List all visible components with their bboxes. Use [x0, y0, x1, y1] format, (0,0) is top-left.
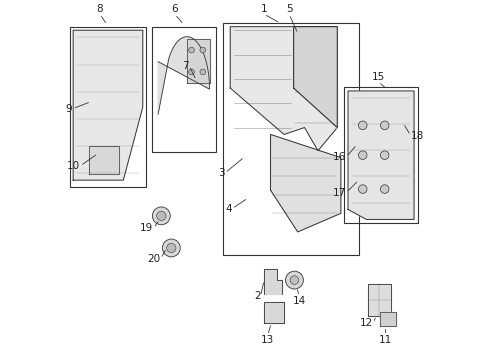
Circle shape — [285, 271, 303, 289]
Circle shape — [358, 185, 366, 193]
Circle shape — [200, 69, 205, 75]
Text: 4: 4 — [225, 204, 231, 214]
Circle shape — [380, 185, 388, 193]
Text: 18: 18 — [409, 131, 423, 140]
Polygon shape — [264, 269, 282, 294]
Text: 14: 14 — [293, 296, 306, 306]
Bar — [69, 27, 146, 187]
Bar — [223, 23, 358, 255]
Text: 16: 16 — [332, 152, 346, 162]
Circle shape — [200, 47, 205, 53]
Polygon shape — [264, 302, 283, 323]
Text: 1: 1 — [260, 4, 267, 14]
Circle shape — [156, 211, 165, 220]
Text: 8: 8 — [97, 4, 103, 14]
Polygon shape — [186, 39, 209, 83]
Circle shape — [162, 239, 180, 257]
Text: 19: 19 — [140, 223, 153, 233]
Text: 11: 11 — [378, 336, 391, 345]
Circle shape — [358, 151, 366, 159]
Text: 10: 10 — [67, 161, 80, 171]
Bar — [151, 27, 216, 152]
Polygon shape — [73, 30, 142, 180]
Bar — [344, 87, 417, 223]
Polygon shape — [347, 91, 413, 219]
Polygon shape — [293, 27, 337, 127]
Circle shape — [152, 207, 170, 225]
Text: 15: 15 — [371, 72, 384, 82]
Circle shape — [358, 121, 366, 130]
Text: 13: 13 — [261, 336, 274, 345]
Text: 20: 20 — [147, 254, 160, 264]
Polygon shape — [158, 37, 209, 114]
Text: 17: 17 — [332, 188, 346, 198]
Circle shape — [380, 151, 388, 159]
Polygon shape — [367, 284, 390, 316]
Text: 3: 3 — [218, 168, 224, 178]
Text: 12: 12 — [359, 318, 372, 328]
Text: 6: 6 — [171, 4, 178, 14]
Circle shape — [166, 243, 176, 253]
Circle shape — [289, 276, 298, 284]
Text: 9: 9 — [66, 104, 72, 114]
Polygon shape — [270, 135, 340, 232]
Text: 2: 2 — [253, 291, 260, 301]
Polygon shape — [230, 27, 337, 151]
Text: 5: 5 — [285, 4, 292, 14]
Circle shape — [188, 69, 194, 75]
Circle shape — [188, 47, 194, 53]
Polygon shape — [89, 145, 119, 175]
Text: 7: 7 — [182, 61, 189, 71]
Polygon shape — [379, 312, 395, 327]
Circle shape — [380, 121, 388, 130]
